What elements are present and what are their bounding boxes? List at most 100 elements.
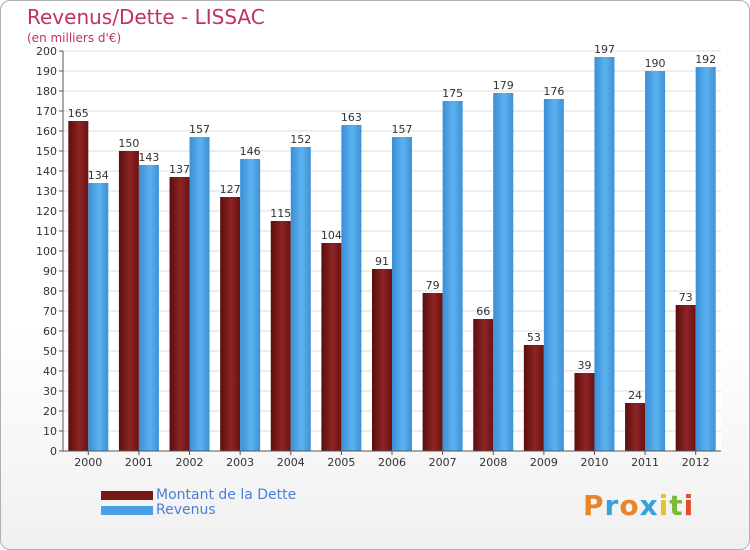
legend-label-debt: Montant de la Dette: [156, 487, 297, 503]
y-tick-label: 150: [36, 145, 57, 158]
x-tick-label: 2007: [429, 456, 457, 469]
y-tick-label: 100: [36, 245, 57, 258]
logo-letter: i: [658, 489, 670, 522]
y-tick-label: 0: [50, 445, 57, 458]
x-tick-label: 2009: [530, 456, 558, 469]
bar-dette: [675, 305, 696, 451]
data-label-revenus: 190: [645, 57, 666, 70]
logo-letter: P: [583, 489, 605, 522]
logo-letter: x: [639, 489, 659, 522]
bar-dette: [169, 177, 190, 451]
bar-revenus: [543, 99, 564, 451]
y-tick-label: 20: [43, 405, 57, 418]
logo-letter: r: [604, 489, 620, 522]
x-tick-label: 2005: [327, 456, 355, 469]
data-label-dette: 91: [375, 255, 389, 268]
data-label-revenus: 192: [695, 53, 716, 66]
y-tick-label: 180: [36, 85, 57, 98]
data-label-revenus: 176: [543, 85, 564, 98]
bar-revenus: [138, 165, 159, 451]
bar-dette: [118, 151, 139, 451]
y-tick-label: 130: [36, 185, 57, 198]
bar-dette: [574, 373, 595, 451]
bar-dette: [422, 293, 443, 451]
data-label-dette: 53: [527, 331, 541, 344]
data-label-dette: 137: [169, 163, 190, 176]
data-label-revenus: 157: [392, 123, 413, 136]
data-label-revenus: 175: [442, 87, 463, 100]
x-tick-label: 2002: [176, 456, 204, 469]
legend-swatch-debt: [101, 491, 153, 500]
data-label-dette: 39: [577, 359, 591, 372]
y-tick-label: 200: [36, 45, 57, 58]
chart-subtitle: (en milliers d'€): [27, 31, 122, 45]
bar-revenus: [290, 147, 311, 451]
bar-dette: [523, 345, 544, 451]
data-label-revenus: 157: [189, 123, 210, 136]
x-tick-label: 2012: [682, 456, 710, 469]
bar-dette: [220, 197, 241, 451]
y-tick-label: 140: [36, 165, 57, 178]
logo-letter: t: [669, 489, 684, 522]
data-label-revenus: 152: [290, 133, 311, 146]
bar-revenus: [88, 183, 109, 451]
bar-dette: [372, 269, 392, 451]
y-tick-label: 30: [43, 385, 57, 398]
chart-title: Revenus/Dette - LISSAC: [27, 5, 265, 29]
bar-revenus: [442, 101, 463, 451]
proxiti-logo: Proxiti: [583, 489, 694, 522]
logo-letter: i: [683, 489, 695, 522]
y-tick-label: 10: [43, 425, 57, 438]
bar-dette: [68, 121, 89, 451]
y-tick-label: 80: [43, 285, 57, 298]
data-label-dette: 127: [220, 183, 241, 196]
x-tick-label: 2003: [226, 456, 254, 469]
y-tick-label: 190: [36, 65, 57, 78]
x-tick-label: 2004: [277, 456, 305, 469]
bar-dette: [270, 221, 291, 451]
data-label-revenus: 146: [240, 145, 261, 158]
logo-letter: o: [619, 489, 640, 522]
data-label-dette: 73: [679, 291, 693, 304]
bar-revenus: [695, 67, 716, 451]
bar-dette: [473, 319, 494, 451]
bar-revenus: [341, 125, 362, 451]
data-label-revenus: 179: [493, 79, 514, 92]
bar-revenus: [493, 93, 514, 451]
data-label-revenus: 163: [341, 111, 362, 124]
legend-label-revenus: Revenus: [156, 502, 216, 518]
data-label-revenus: 197: [594, 43, 615, 56]
y-tick-label: 60: [43, 325, 57, 338]
data-label-dette: 24: [628, 389, 642, 402]
data-label-dette: 150: [118, 137, 139, 150]
x-tick-label: 2011: [631, 456, 659, 469]
bar-revenus: [392, 137, 412, 451]
y-tick-label: 70: [43, 305, 57, 318]
bar-revenus: [189, 137, 210, 451]
bar-revenus: [645, 71, 666, 451]
x-tick-label: 2006: [378, 456, 406, 469]
y-tick-label: 160: [36, 125, 57, 138]
y-tick-label: 170: [36, 105, 57, 118]
y-tick-label: 90: [43, 265, 57, 278]
data-label-dette: 104: [321, 229, 342, 242]
x-tick-label: 2010: [580, 456, 608, 469]
data-label-revenus: 143: [138, 151, 159, 164]
data-label-dette: 165: [68, 107, 89, 120]
data-label-dette: 115: [270, 207, 291, 220]
y-tick-label: 120: [36, 205, 57, 218]
x-tick-label: 2001: [125, 456, 153, 469]
bar-dette: [321, 243, 342, 451]
y-tick-label: 40: [43, 365, 57, 378]
x-tick-label: 2008: [479, 456, 507, 469]
x-tick-label: 2000: [74, 456, 102, 469]
data-label-dette: 66: [476, 305, 490, 318]
data-label-revenus: 134: [88, 169, 109, 182]
y-tick-label: 50: [43, 345, 57, 358]
bar-dette: [625, 403, 646, 451]
data-label-dette: 79: [426, 279, 440, 292]
bar-revenus: [594, 57, 615, 451]
bar-revenus: [240, 159, 261, 451]
y-tick-label: 110: [36, 225, 57, 238]
